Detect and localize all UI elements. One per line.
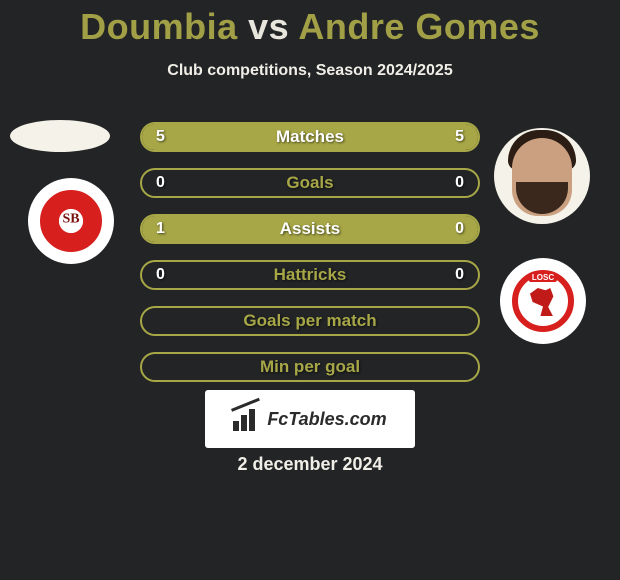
player1-avatar [10,120,110,152]
stat-value-right: 0 [455,220,464,238]
stat-row: 0 Goals 0 [140,168,480,198]
stat-row: Min per goal [140,352,480,382]
fctables-text: FcTables.com [267,409,386,430]
stat-value-right: 5 [455,128,464,146]
fctables-watermark: FcTables.com [205,390,415,448]
stat-value-left: 5 [156,128,165,146]
lille-badge-icon [512,270,574,332]
player2-name: Andre Gomes [298,6,540,47]
stat-row: Goals per match [140,306,480,336]
stat-value-right: 0 [455,174,464,192]
stat-value-right: 0 [455,266,464,284]
stat-label: Goals per match [243,311,376,331]
stat-value-left: 0 [156,266,165,284]
fctables-icon [233,407,261,431]
player1-club-badge [28,178,114,264]
stat-label: Matches [276,127,344,147]
player1-name: Doumbia [80,6,238,47]
stat-label: Goals [286,173,333,193]
stat-value-left: 0 [156,174,165,192]
subtitle: Club competitions, Season 2024/2025 [0,62,620,80]
stat-row: 1 Assists 0 [140,214,480,244]
stat-value-left: 1 [156,220,165,238]
vs-label: vs [248,6,289,47]
player2-club-badge [500,258,586,344]
stat-row: 0 Hattricks 0 [140,260,480,290]
stat-row: 5 Matches 5 [140,122,480,152]
stat-label: Min per goal [260,357,360,377]
generation-date: 2 december 2024 [0,454,620,475]
stat-label: Assists [280,219,340,239]
brest-badge-icon [40,190,102,252]
stat-label: Hattricks [274,265,347,285]
stats-container: 5 Matches 5 0 Goals 0 1 Assists 0 0 Hattricks 0 Goal… [140,122,480,398]
player2-avatar [494,128,590,224]
page-title: Doumbia vs Andre Gomes [0,0,620,48]
